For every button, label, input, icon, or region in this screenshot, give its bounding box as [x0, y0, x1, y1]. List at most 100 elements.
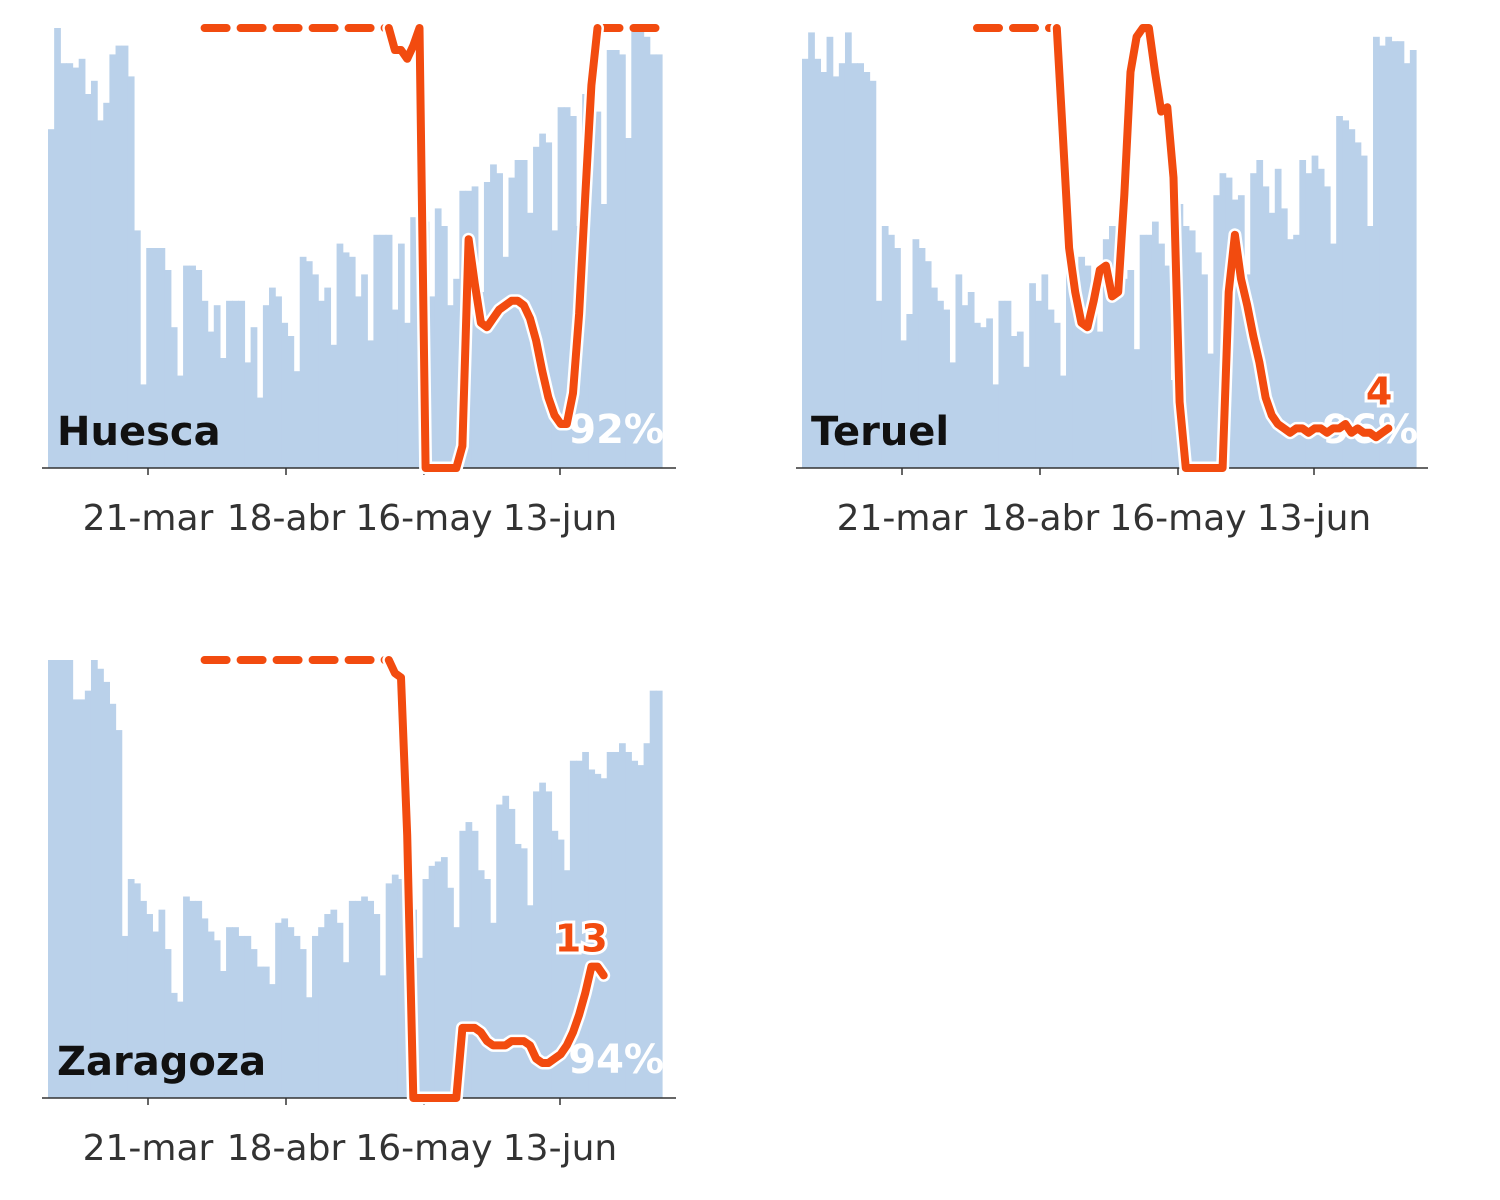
bar: [881, 226, 889, 468]
bar: [1379, 45, 1386, 468]
bar: [1096, 331, 1104, 468]
bar: [533, 791, 540, 1098]
bar: [127, 76, 135, 469]
bar: [949, 362, 957, 468]
bar: [348, 900, 356, 1098]
bar: [814, 58, 822, 469]
bar: [551, 230, 559, 468]
bar: [483, 879, 491, 1098]
bar: [305, 997, 313, 1098]
bar: [48, 660, 55, 1098]
bar: [195, 270, 203, 468]
bar: [84, 94, 92, 468]
bar: [213, 940, 221, 1098]
bar: [1305, 173, 1313, 468]
bar: [54, 660, 61, 1098]
bar: [545, 142, 553, 468]
bar: [170, 992, 178, 1098]
bar: [887, 234, 895, 468]
bar: [361, 896, 368, 1098]
bar: [72, 67, 80, 468]
bar: [600, 204, 608, 468]
bar: [1391, 41, 1399, 468]
bar: [588, 107, 596, 468]
bar: [330, 909, 338, 1098]
bar: [1317, 168, 1325, 469]
bar: [152, 248, 160, 468]
bar: [397, 243, 405, 468]
bar: [121, 45, 129, 468]
bar: [195, 900, 203, 1098]
bar: [207, 931, 215, 1098]
bar: [539, 133, 546, 468]
bar: [1348, 129, 1356, 468]
bar: [275, 922, 282, 1098]
bar: [324, 914, 332, 1098]
bar: [1237, 195, 1245, 468]
bar: [170, 327, 178, 468]
bar: [606, 50, 614, 468]
x-tick-label: 21-mar: [83, 498, 214, 539]
bar: [97, 120, 104, 469]
bar: [637, 28, 645, 468]
bar: [367, 340, 375, 468]
bar: [213, 305, 221, 468]
bar: [219, 970, 227, 1098]
bar: [1084, 265, 1092, 468]
bar: [1293, 234, 1300, 468]
bar: [207, 331, 215, 468]
bar: [1409, 50, 1417, 468]
bar: [930, 287, 938, 468]
bar: [434, 208, 442, 468]
bar: [336, 922, 344, 1098]
bar: [201, 300, 209, 468]
bar: [275, 296, 282, 468]
bar: [655, 690, 663, 1098]
bar: [379, 234, 387, 468]
bar: [1323, 186, 1331, 468]
bar: [1207, 353, 1214, 468]
x-tick-label: 18-abr: [227, 1128, 346, 1169]
bar: [619, 54, 626, 469]
bar: [1041, 274, 1049, 468]
bar: [312, 935, 319, 1098]
bar: [986, 318, 993, 468]
bar: [912, 239, 920, 468]
bar: [619, 743, 626, 1098]
bar: [164, 949, 172, 1098]
bar: [1182, 226, 1190, 468]
bar: [422, 879, 430, 1098]
bar: [1047, 309, 1055, 468]
bar: [281, 322, 289, 468]
bar: [643, 743, 651, 1098]
bar: [459, 830, 467, 1098]
bar: [1366, 226, 1374, 468]
bar: [1115, 243, 1122, 468]
x-tick-label: 18-abr: [227, 498, 346, 539]
bar: [569, 116, 577, 468]
x-tick-label: 21-mar: [83, 1128, 214, 1169]
bar: [226, 300, 233, 468]
bar: [894, 248, 901, 468]
bar: [826, 36, 834, 469]
bar: [244, 935, 252, 1098]
bar: [146, 248, 153, 468]
bar: [1360, 155, 1368, 468]
bar-series: [48, 660, 663, 1098]
bar: [391, 874, 399, 1098]
panel-zaragoza: 94% Zaragoza 21-mar 18-abr 16-may 13-jun 13: [42, 653, 676, 1169]
bar: [238, 300, 246, 468]
bar: [342, 252, 350, 468]
bar: [269, 984, 276, 1098]
bar: [1188, 230, 1196, 468]
bar: [404, 322, 411, 468]
bar: [539, 782, 546, 1098]
bar: [1158, 243, 1165, 468]
bar: [508, 808, 516, 1098]
bar: [318, 927, 325, 1098]
bar: [1385, 36, 1393, 469]
bar: [72, 699, 80, 1098]
bar: [361, 274, 368, 468]
bar: [305, 261, 313, 468]
bar: [66, 660, 74, 1098]
